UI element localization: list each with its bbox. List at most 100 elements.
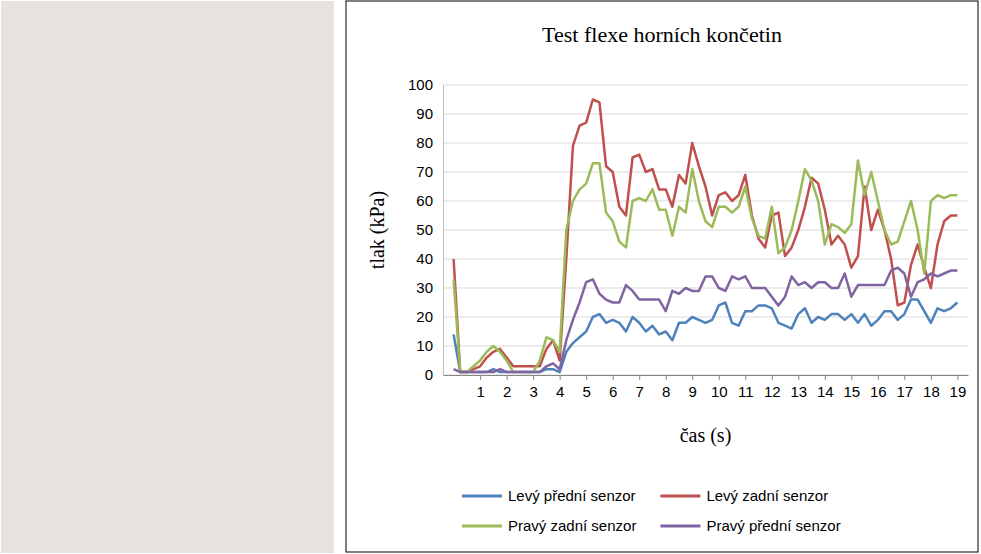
x-tick-label: 13 [790, 383, 807, 400]
x-tick-mark [878, 375, 879, 380]
x-tick: 4 [556, 375, 564, 400]
y-tick-label: 60 [416, 192, 433, 209]
series-line [454, 300, 958, 373]
grid-line [443, 114, 968, 115]
x-tick-mark [957, 375, 958, 380]
x-tick: 19 [950, 375, 967, 400]
x-tick-mark [825, 375, 826, 380]
x-tick-label: 10 [711, 383, 728, 400]
legend-label: Pravý přední senzor [706, 517, 840, 534]
legend-item: Pravý zadní senzor [462, 517, 636, 534]
x-tick-label: 18 [923, 383, 940, 400]
x-tick-mark [851, 375, 852, 380]
x-tick-label: 15 [843, 383, 860, 400]
grid-line [443, 201, 968, 202]
y-tick: 10 [416, 337, 443, 354]
y-tick: 70 [416, 163, 443, 180]
x-tick: 9 [689, 375, 697, 400]
grid [443, 85, 968, 375]
y-axis-title: tlak (kPa) [366, 191, 389, 269]
photo-area [1, 1, 334, 553]
x-tick-mark [613, 375, 614, 380]
x-tick-mark [772, 375, 773, 380]
chart-title: Test flexe horních končetin [542, 22, 782, 47]
x-tick-label: 16 [870, 383, 887, 400]
x-tick-mark [507, 375, 508, 380]
legend-swatch [462, 495, 502, 498]
y-tick-label: 90 [416, 105, 433, 122]
y-tick: 100 [408, 76, 443, 93]
x-tick: 10 [711, 375, 728, 400]
x-tick-label: 11 [738, 383, 754, 400]
y-tick-label: 50 [416, 221, 433, 238]
legend-item: Levý zadní senzor [660, 487, 828, 504]
y-tick: 0 [425, 366, 443, 383]
x-tick-label: 4 [556, 383, 564, 400]
y-tick-label: 100 [408, 76, 433, 93]
grid-line [443, 85, 968, 86]
x-tick: 2 [503, 375, 511, 400]
grid-line [443, 317, 968, 318]
x-tick-label: 7 [636, 383, 644, 400]
x-tick-mark [639, 375, 640, 380]
x-tick: 12 [764, 375, 781, 400]
grid-line [443, 230, 968, 231]
x-tick-mark [480, 375, 481, 380]
grid-line [443, 288, 968, 289]
y-tick-label: 0 [425, 366, 433, 383]
y-tick-label: 80 [416, 134, 433, 151]
grid-line [443, 346, 968, 347]
x-tick-mark [692, 375, 693, 380]
lines [454, 100, 958, 373]
canvas: 0102030405060708090100123456789101112131… [0, 0, 981, 554]
x-tick: 13 [790, 375, 807, 400]
legend-swatch [660, 525, 700, 528]
x-tick: 5 [583, 375, 591, 400]
y-tick-label: 30 [416, 279, 433, 296]
y-tick: 80 [416, 134, 443, 151]
legend-item: Levý přední senzor [462, 487, 636, 504]
x-tick-mark [931, 375, 932, 380]
x-tick-label: 5 [583, 383, 591, 400]
y-tick: 90 [416, 105, 443, 122]
x-tick-label: 19 [950, 383, 967, 400]
x-tick-label: 14 [817, 383, 834, 400]
x-tick-mark [560, 375, 561, 380]
grid-line [443, 143, 968, 144]
x-tick: 3 [529, 375, 537, 400]
x-tick-label: 2 [503, 383, 511, 400]
x-axis: 12345678910111213141516171819 [444, 375, 969, 400]
legend: Levý přední senzor Levý zadní senzor Pravý… [462, 487, 841, 534]
grid-line [443, 259, 968, 260]
series-line [454, 268, 958, 372]
y-tick: 50 [416, 221, 443, 238]
x-tick-mark [904, 375, 905, 380]
x-tick: 17 [897, 375, 914, 400]
x-tick-mark [586, 375, 587, 380]
x-axis-title: čas (s) [680, 424, 732, 447]
y-tick: 40 [416, 250, 443, 267]
legend-label: Pravý zadní senzor [508, 517, 636, 534]
x-tick-label: 1 [476, 383, 484, 400]
legend-item: Pravý přední senzor [660, 517, 840, 534]
y-tick: 20 [416, 308, 443, 325]
y-tick-label: 40 [416, 250, 433, 267]
y-tick-label: 70 [416, 163, 433, 180]
y-tick: 30 [416, 279, 443, 296]
legend-swatch [462, 525, 502, 528]
x-tick-label: 6 [609, 383, 617, 400]
x-tick-label: 17 [897, 383, 914, 400]
x-tick-label: 3 [529, 383, 537, 400]
x-tick-mark [798, 375, 799, 380]
grid-line [443, 375, 968, 376]
y-tick-label: 10 [416, 337, 433, 354]
x-tick-label: 12 [764, 383, 781, 400]
legend-label: Levý přední senzor [508, 487, 636, 504]
legend-label: Levý zadní senzor [706, 487, 828, 504]
x-tick: 15 [843, 375, 860, 400]
x-tick: 1 [476, 375, 484, 400]
x-tick-mark [745, 375, 746, 380]
x-tick: 6 [609, 375, 617, 400]
y-tick-label: 20 [416, 308, 433, 325]
series-line [454, 160, 958, 372]
